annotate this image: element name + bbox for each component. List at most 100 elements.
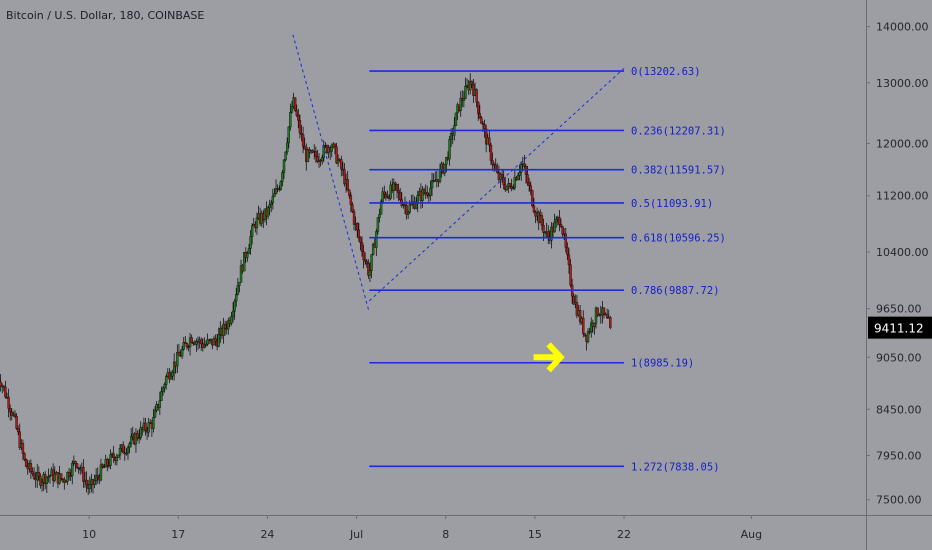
candle-body [168, 372, 171, 380]
candle-body [282, 159, 286, 173]
candle-body [297, 115, 300, 121]
candle-body [483, 124, 486, 130]
candle-body [24, 458, 28, 467]
candle-body [94, 475, 98, 481]
candle-body [153, 409, 157, 418]
candle-body [375, 231, 378, 248]
candle-body [553, 221, 556, 233]
candle-body [122, 444, 125, 454]
candle-body [284, 151, 287, 161]
candle-body [235, 294, 238, 302]
candle-body [118, 448, 122, 456]
candle-body [187, 346, 190, 349]
candle-body [531, 190, 534, 207]
candle-body [99, 464, 103, 481]
candle-body [582, 317, 585, 334]
candle-body [74, 461, 77, 464]
candle-body [392, 182, 396, 191]
candle-body [268, 204, 271, 208]
candle-body [93, 480, 96, 485]
candle-body [15, 415, 18, 429]
candle-body [594, 307, 598, 324]
candle-body [459, 97, 462, 111]
candle-body [18, 431, 21, 448]
candle-body [529, 185, 532, 191]
candle-body [295, 110, 298, 116]
candle-body [177, 351, 181, 356]
y-tick-label: 7950.00 [876, 450, 922, 463]
candle-body [319, 160, 322, 162]
candle-body [426, 192, 429, 196]
trend-lines [292, 34, 625, 313]
candle-body [112, 453, 115, 458]
candle-body [542, 224, 545, 233]
candle-body [134, 433, 138, 445]
candle-body [357, 229, 361, 239]
candle-body [429, 187, 432, 196]
candle-body [82, 467, 85, 482]
candle-body [513, 177, 517, 188]
candle-body [88, 484, 91, 489]
candle-body [590, 322, 593, 332]
candle-body [67, 472, 71, 478]
candle-body [464, 85, 467, 99]
candle-body [236, 285, 240, 295]
y-tick-label: 9650.00 [876, 303, 922, 316]
price-tag-box [868, 316, 932, 339]
candle-body [136, 433, 139, 439]
candle-body [575, 302, 579, 316]
y-tick-label: 14000.00 [876, 21, 929, 34]
y-tick-label: 13000.00 [876, 77, 929, 90]
candle-body [438, 169, 442, 182]
candle-body [481, 123, 485, 125]
candle-body [488, 137, 491, 146]
candle-body [204, 343, 208, 346]
candle-body [217, 334, 220, 347]
candle-body [368, 270, 372, 276]
candle-body [395, 184, 399, 191]
candle-body [448, 139, 451, 160]
candle-body [363, 259, 367, 262]
candle-body [336, 159, 340, 164]
candle-body [303, 146, 306, 150]
candle-body [370, 254, 373, 271]
candle-body [29, 463, 33, 472]
fib-level-label: 0.382(11591.57) [631, 165, 726, 177]
candle-body [39, 475, 42, 486]
candle-body [316, 156, 319, 162]
candle-body [129, 436, 133, 444]
candle-body [518, 171, 521, 176]
candle-body [527, 182, 531, 186]
candle-body [588, 331, 591, 333]
candle-body [496, 169, 499, 173]
candle-body [144, 422, 147, 431]
y-tick-label: 10400.00 [876, 246, 929, 259]
y-tick-label: 9050.00 [876, 351, 922, 364]
candle-body [69, 475, 72, 478]
x-tick-label: 15 [528, 528, 542, 541]
candle-body [200, 339, 203, 344]
candle-body [414, 203, 418, 209]
candle-body [2, 385, 6, 388]
candle-body [351, 204, 354, 212]
candle-body [126, 447, 130, 454]
candle-body [306, 149, 310, 162]
candle-body [384, 193, 388, 198]
candle-body [23, 453, 26, 460]
candle-body [161, 387, 165, 392]
candle-body [227, 320, 230, 330]
candle-body [605, 314, 609, 318]
candle-body [246, 253, 249, 258]
candle-body [32, 473, 36, 479]
candle-body [171, 372, 174, 377]
candle-body [64, 481, 68, 483]
candle-body [4, 386, 7, 398]
candle-body [285, 142, 289, 153]
candle-body [242, 252, 246, 272]
candle-body [348, 189, 351, 196]
candle-body [163, 384, 166, 389]
candle-body [270, 202, 273, 205]
candle-body [547, 231, 550, 237]
